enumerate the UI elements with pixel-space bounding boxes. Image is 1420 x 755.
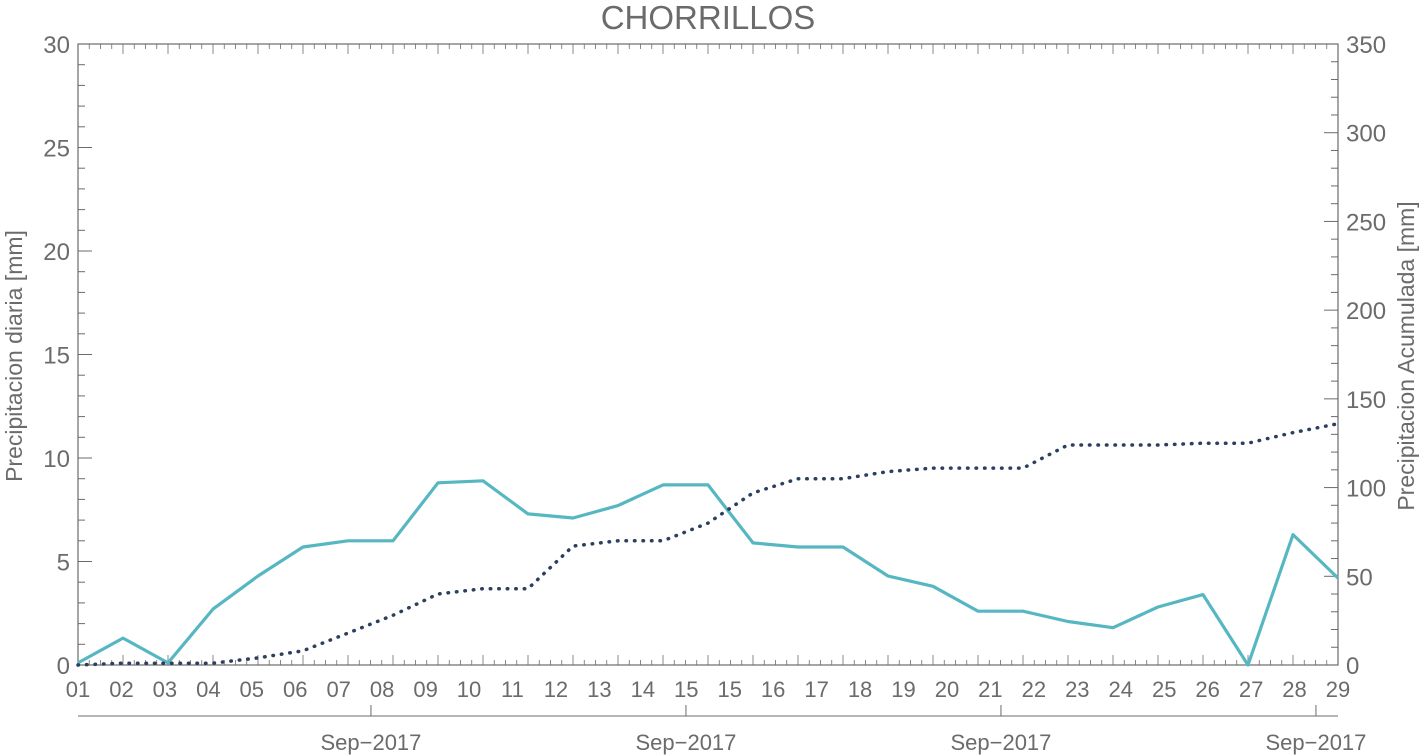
y-right-tick-label: 100 bbox=[1346, 476, 1386, 503]
x-tick-label: 28 bbox=[1282, 677, 1306, 702]
month-tick-label: Sep−2017 bbox=[635, 730, 736, 755]
x-tick-label: 02 bbox=[109, 677, 133, 702]
x-tick-label: 20 bbox=[935, 677, 959, 702]
x-tick-label: 16 bbox=[761, 677, 785, 702]
y-right-tick-label: 200 bbox=[1346, 298, 1386, 325]
x-tick-label: 27 bbox=[1239, 677, 1263, 702]
x-tick-label: 21 bbox=[978, 677, 1002, 702]
x-tick-label: 29 bbox=[1326, 677, 1350, 702]
y-right-tick-label: 350 bbox=[1346, 32, 1386, 59]
x-tick-label: 19 bbox=[891, 677, 915, 702]
y-right-tick-label: 0 bbox=[1346, 653, 1359, 680]
series-line-diaria bbox=[77, 479, 1340, 667]
x-tick-label: 22 bbox=[1022, 677, 1046, 702]
chart-title: CHORRILLOS bbox=[601, 0, 816, 36]
y-axis-left-label: Precipitacion diaria [mm] bbox=[1, 230, 27, 482]
y-left-tick-label: 20 bbox=[43, 239, 70, 266]
month-tick-label: Sep−2017 bbox=[1265, 730, 1366, 755]
x-tick-label: 04 bbox=[196, 677, 220, 702]
x-tick-label: 18 bbox=[848, 677, 872, 702]
month-tick-label: Sep−2017 bbox=[320, 730, 421, 755]
x-tick-label: 13 bbox=[587, 677, 611, 702]
x-tick-label: 03 bbox=[153, 677, 177, 702]
y-left-tick-label: 15 bbox=[43, 343, 70, 370]
x-tick-label: 14 bbox=[631, 677, 655, 702]
month-tick-label: Sep−2017 bbox=[950, 730, 1051, 755]
x-tick-label: 07 bbox=[326, 677, 350, 702]
y-right-tick-label: 150 bbox=[1346, 387, 1386, 414]
y-axis-right-label: Precipitacion Acumulada [mm] bbox=[1393, 201, 1419, 510]
x-tick-label: 10 bbox=[457, 677, 481, 702]
y-left-tick-label: 5 bbox=[57, 550, 70, 577]
x-tick-label: 12 bbox=[544, 677, 568, 702]
y-left-tick-label: 0 bbox=[57, 653, 70, 680]
y-left-tick-label: 25 bbox=[43, 136, 70, 163]
x-tick-label: 26 bbox=[1195, 677, 1219, 702]
y-left-tick-label: 30 bbox=[43, 32, 70, 59]
y-right-tick-label: 300 bbox=[1346, 121, 1386, 148]
y-right-tick-label: 250 bbox=[1346, 209, 1386, 236]
x-tick-label: 24 bbox=[1109, 677, 1133, 702]
y-left-tick-label: 10 bbox=[43, 446, 70, 473]
x-tick-label: 08 bbox=[370, 677, 394, 702]
x-tick-label: 15 bbox=[717, 677, 741, 702]
x-tick-label: 23 bbox=[1065, 677, 1089, 702]
x-tick-label: 05 bbox=[240, 677, 264, 702]
x-tick-label: 06 bbox=[283, 677, 307, 702]
y-right-tick-label: 50 bbox=[1346, 564, 1373, 591]
series-line-acumulada bbox=[76, 421, 1340, 667]
x-tick-label: 09 bbox=[413, 677, 437, 702]
x-tick-label: 11 bbox=[501, 677, 524, 702]
x-tick-label: 01 bbox=[66, 677, 90, 702]
x-tick-label: 25 bbox=[1152, 677, 1176, 702]
x-tick-label: 15 bbox=[674, 677, 698, 702]
x-tick-label: 17 bbox=[804, 677, 828, 702]
